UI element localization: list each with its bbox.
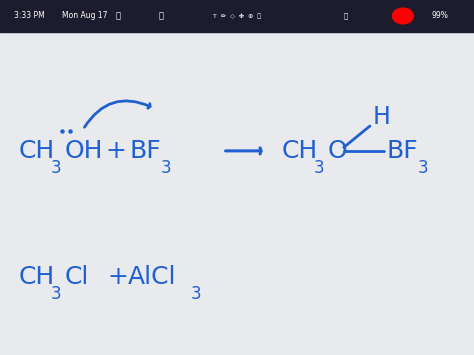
Text: 〈: 〈	[116, 11, 121, 21]
FancyBboxPatch shape	[0, 0, 474, 32]
Circle shape	[392, 8, 413, 24]
Text: 3:33 PM: 3:33 PM	[14, 11, 45, 21]
Text: CH: CH	[282, 139, 318, 163]
Text: 3: 3	[191, 285, 201, 303]
Text: AlCl: AlCl	[128, 265, 176, 289]
Text: O: O	[328, 139, 347, 163]
Text: 99%: 99%	[431, 11, 448, 21]
Text: OH: OH	[64, 139, 103, 163]
Text: 3: 3	[313, 159, 324, 177]
Text: 3: 3	[50, 285, 61, 303]
Text: ⎌: ⎌	[159, 11, 164, 21]
Text: T  ✏  ◇  ✤  ⊕  🔗: T ✏ ◇ ✤ ⊕ 🔗	[213, 13, 261, 19]
Text: BF: BF	[386, 139, 418, 163]
Text: 3: 3	[418, 159, 428, 177]
Text: +: +	[108, 265, 128, 289]
Text: 3: 3	[161, 159, 171, 177]
Text: BF: BF	[129, 139, 161, 163]
Text: Mon Aug 17: Mon Aug 17	[62, 11, 107, 21]
Text: H: H	[372, 105, 390, 129]
Text: 🎤: 🎤	[344, 13, 348, 19]
Text: +: +	[105, 139, 126, 163]
Text: CH: CH	[19, 265, 55, 289]
Text: 3: 3	[50, 159, 61, 177]
Text: CH: CH	[19, 139, 55, 163]
Text: Cl: Cl	[64, 265, 89, 289]
